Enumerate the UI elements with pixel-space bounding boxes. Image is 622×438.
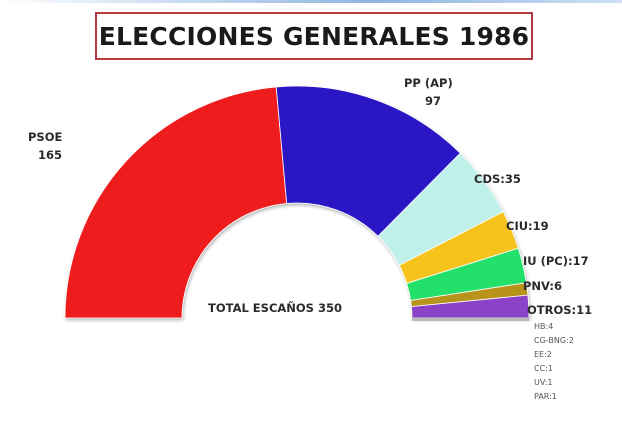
label-psoe: PSOE <box>28 130 62 144</box>
otros-breakdown-item: CC:1 <box>534 364 553 373</box>
label-otros: OTROS:11 <box>527 303 592 317</box>
top-rule <box>0 0 622 3</box>
label-cds: CDS:35 <box>474 172 521 186</box>
otros-breakdown-item: CG-BNG:2 <box>534 336 574 345</box>
label-pp-ap: PP (AP) <box>404 76 453 90</box>
otros-breakdown-item: EE:2 <box>534 350 552 359</box>
otros-breakdown-item: HB:4 <box>534 322 553 331</box>
slice-psoe <box>64 86 288 319</box>
total-seats-label: TOTAL ESCAÑOS 350 <box>208 300 342 315</box>
chart-baseline <box>412 317 529 321</box>
value-psoe: 165 <box>38 148 62 162</box>
otros-breakdown-item: PAR:1 <box>534 392 557 401</box>
otros-breakdown-item: UV:1 <box>534 378 552 387</box>
chart-title-box: ELECCIONES GENERALES 1986 <box>95 12 533 60</box>
label-iu-pc: IU (PC):17 <box>523 254 589 268</box>
chart-title: ELECCIONES GENERALES 1986 <box>98 21 530 51</box>
label-ciu: CIU:19 <box>506 219 549 233</box>
label-pnv: PNV:6 <box>523 279 562 293</box>
value-pp-ap: 97 <box>425 94 441 108</box>
